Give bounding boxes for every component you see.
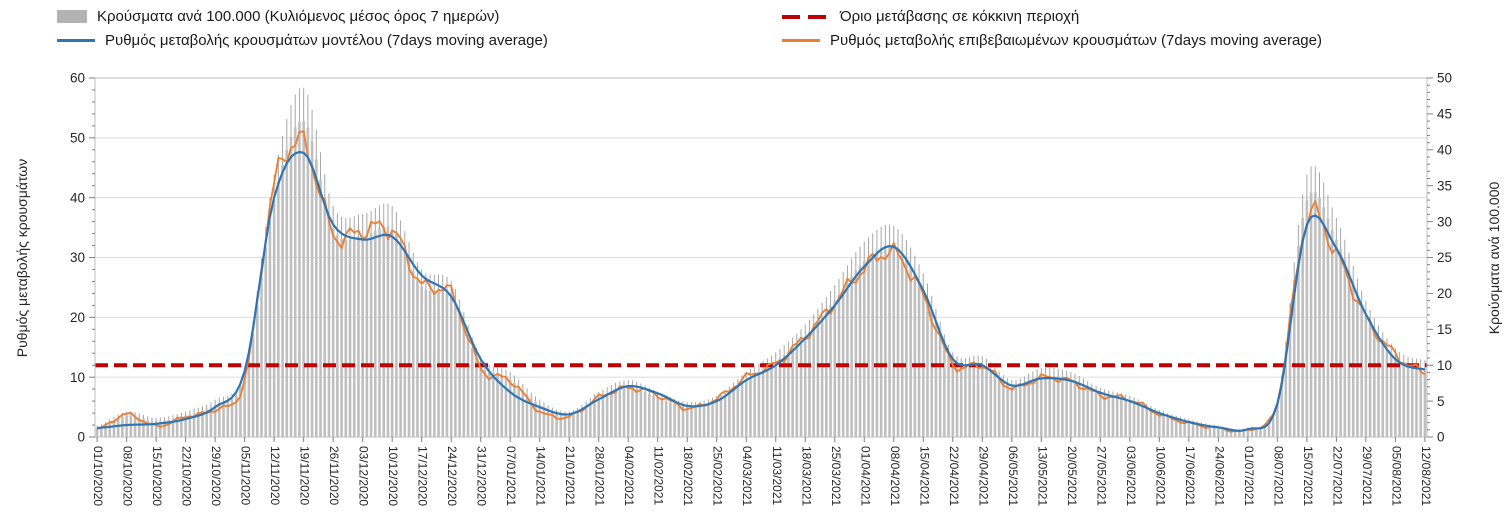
svg-text:50: 50 [70, 131, 85, 146]
legend-label-model-rate: Ρυθμός μεταβολής κρουσμάτων μοντέλου (7d… [105, 32, 548, 49]
svg-text:11/02/2021: 11/02/2021 [652, 446, 666, 505]
svg-text:25: 25 [1437, 250, 1452, 265]
svg-text:15: 15 [1437, 322, 1452, 337]
legend-label-threshold: Όριο μετάβασης σε κόκκινη περιοχή [840, 8, 1080, 25]
svg-text:22/04/2021: 22/04/2021 [947, 446, 961, 506]
confirmed-line-swatch [782, 39, 820, 42]
svg-text:5: 5 [1437, 394, 1445, 409]
svg-text:06/05/2021: 06/05/2021 [1006, 446, 1020, 506]
svg-text:29/07/2021: 29/07/2021 [1360, 446, 1374, 506]
svg-text:29/04/2021: 29/04/2021 [976, 446, 990, 506]
threshold-dashed-swatch [782, 14, 830, 19]
svg-text:50: 50 [1437, 71, 1452, 86]
svg-text:15/07/2021: 15/07/2021 [1301, 446, 1315, 506]
cases-bars-swatch [57, 10, 87, 23]
svg-text:03/12/2020: 03/12/2020 [357, 446, 371, 506]
cases-bars-series [95, 121, 1427, 438]
svg-text:25/02/2021: 25/02/2021 [711, 446, 725, 506]
legend-item-model-rate: Ρυθμός μεταβολής κρουσμάτων μοντέλου (7d… [57, 32, 782, 49]
svg-text:45: 45 [1437, 107, 1452, 122]
svg-text:0: 0 [77, 430, 85, 445]
svg-text:05/08/2021: 05/08/2021 [1389, 446, 1403, 506]
svg-text:29/10/2020: 29/10/2020 [209, 446, 223, 506]
svg-text:0: 0 [1437, 430, 1445, 445]
svg-text:26/11/2020: 26/11/2020 [327, 446, 341, 505]
svg-text:30: 30 [70, 250, 85, 265]
svg-text:01/04/2021: 01/04/2021 [858, 446, 872, 506]
svg-text:15/10/2020: 15/10/2020 [150, 446, 164, 506]
svg-text:18/02/2021: 18/02/2021 [681, 446, 695, 506]
svg-text:20: 20 [1437, 286, 1452, 301]
model-rate-line [97, 150, 1426, 432]
svg-text:10/12/2020: 10/12/2020 [386, 446, 400, 506]
legend-item-cases-bars: Κρούσματα ανά 100.000 (Κυλιόμενος μέσος … [57, 8, 782, 25]
svg-text:01/07/2021: 01/07/2021 [1242, 446, 1256, 506]
svg-text:14/01/2021: 14/01/2021 [534, 446, 548, 506]
svg-text:40: 40 [1437, 143, 1452, 158]
svg-text:10: 10 [1437, 358, 1452, 373]
svg-text:22/10/2020: 22/10/2020 [180, 446, 194, 506]
legend-item-confirmed-rate: Ρυθμός μεταβολής επιβεβαιωμένων κρουσμάτ… [782, 32, 1322, 49]
x-axis-date-labels: 01/10/2020 08/10/2020 15/10/2020 22/10/2020… [91, 446, 1433, 506]
svg-text:60: 60 [70, 71, 85, 86]
svg-text:15/04/2021: 15/04/2021 [917, 446, 931, 506]
svg-text:40: 40 [70, 190, 85, 205]
svg-text:10: 10 [70, 370, 85, 385]
svg-text:17/12/2020: 17/12/2020 [416, 446, 430, 506]
svg-text:35: 35 [1437, 178, 1452, 193]
svg-text:19/11/2020: 19/11/2020 [298, 446, 312, 505]
svg-text:04/02/2021: 04/02/2021 [622, 446, 636, 506]
svg-text:20/05/2021: 20/05/2021 [1065, 446, 1079, 506]
svg-text:04/03/2021: 04/03/2021 [740, 446, 754, 506]
svg-text:05/11/2020: 05/11/2020 [239, 446, 253, 505]
svg-text:27/05/2021: 27/05/2021 [1094, 446, 1108, 506]
svg-text:20: 20 [70, 310, 85, 325]
svg-text:24/12/2020: 24/12/2020 [445, 446, 459, 506]
svg-text:25/03/2021: 25/03/2021 [829, 446, 843, 506]
svg-text:13/05/2021: 13/05/2021 [1035, 446, 1049, 506]
svg-text:22/07/2021: 22/07/2021 [1330, 446, 1344, 506]
left-axis-title: Ρυθμός μεταβολής κρουσμάτων [14, 158, 30, 358]
svg-text:17/06/2021: 17/06/2021 [1183, 446, 1197, 506]
model-line-swatch [57, 39, 95, 42]
right-axis-title: Κρούσματα ανά 100.000 [1486, 181, 1502, 335]
svg-text:10/06/2021: 10/06/2021 [1153, 446, 1167, 506]
svg-text:08/10/2020: 08/10/2020 [121, 446, 135, 506]
svg-text:31/12/2020: 31/12/2020 [475, 446, 489, 506]
legend-item-threshold: Όριο μετάβασης σε κόκκινη περιοχή [782, 8, 1322, 25]
svg-text:30: 30 [1437, 214, 1452, 229]
svg-text:08/07/2021: 08/07/2021 [1271, 446, 1285, 506]
svg-text:03/06/2021: 03/06/2021 [1124, 446, 1138, 506]
svg-text:12/08/2021: 12/08/2021 [1419, 446, 1433, 506]
svg-text:12/11/2020: 12/11/2020 [268, 446, 282, 505]
legend-label-confirmed-rate: Ρυθμός μεταβολής επιβεβαιωμένων κρουσμάτ… [830, 32, 1322, 49]
svg-text:18/03/2021: 18/03/2021 [799, 446, 813, 506]
svg-text:24/06/2021: 24/06/2021 [1212, 446, 1226, 506]
svg-text:28/01/2021: 28/01/2021 [593, 446, 607, 506]
right-axis-tick-labels: 0 5 10 15 20 25 30 35 40 45 50 [1437, 71, 1452, 445]
svg-text:08/04/2021: 08/04/2021 [888, 446, 902, 506]
axis-ticks [89, 77, 1433, 442]
left-axis-tick-labels: 0 10 20 30 40 50 60 [70, 71, 85, 445]
svg-text:21/01/2021: 21/01/2021 [563, 446, 577, 506]
legend-label-cases-bars: Κρούσματα ανά 100.000 (Κυλιόμενος μέσος … [97, 8, 500, 25]
chart-legend: Κρούσματα ανά 100.000 (Κυλιόμενος μέσος … [57, 8, 1322, 49]
svg-text:11/03/2021: 11/03/2021 [770, 446, 784, 505]
svg-text:07/01/2021: 07/01/2021 [504, 446, 518, 506]
svg-text:01/10/2020: 01/10/2020 [91, 446, 105, 506]
